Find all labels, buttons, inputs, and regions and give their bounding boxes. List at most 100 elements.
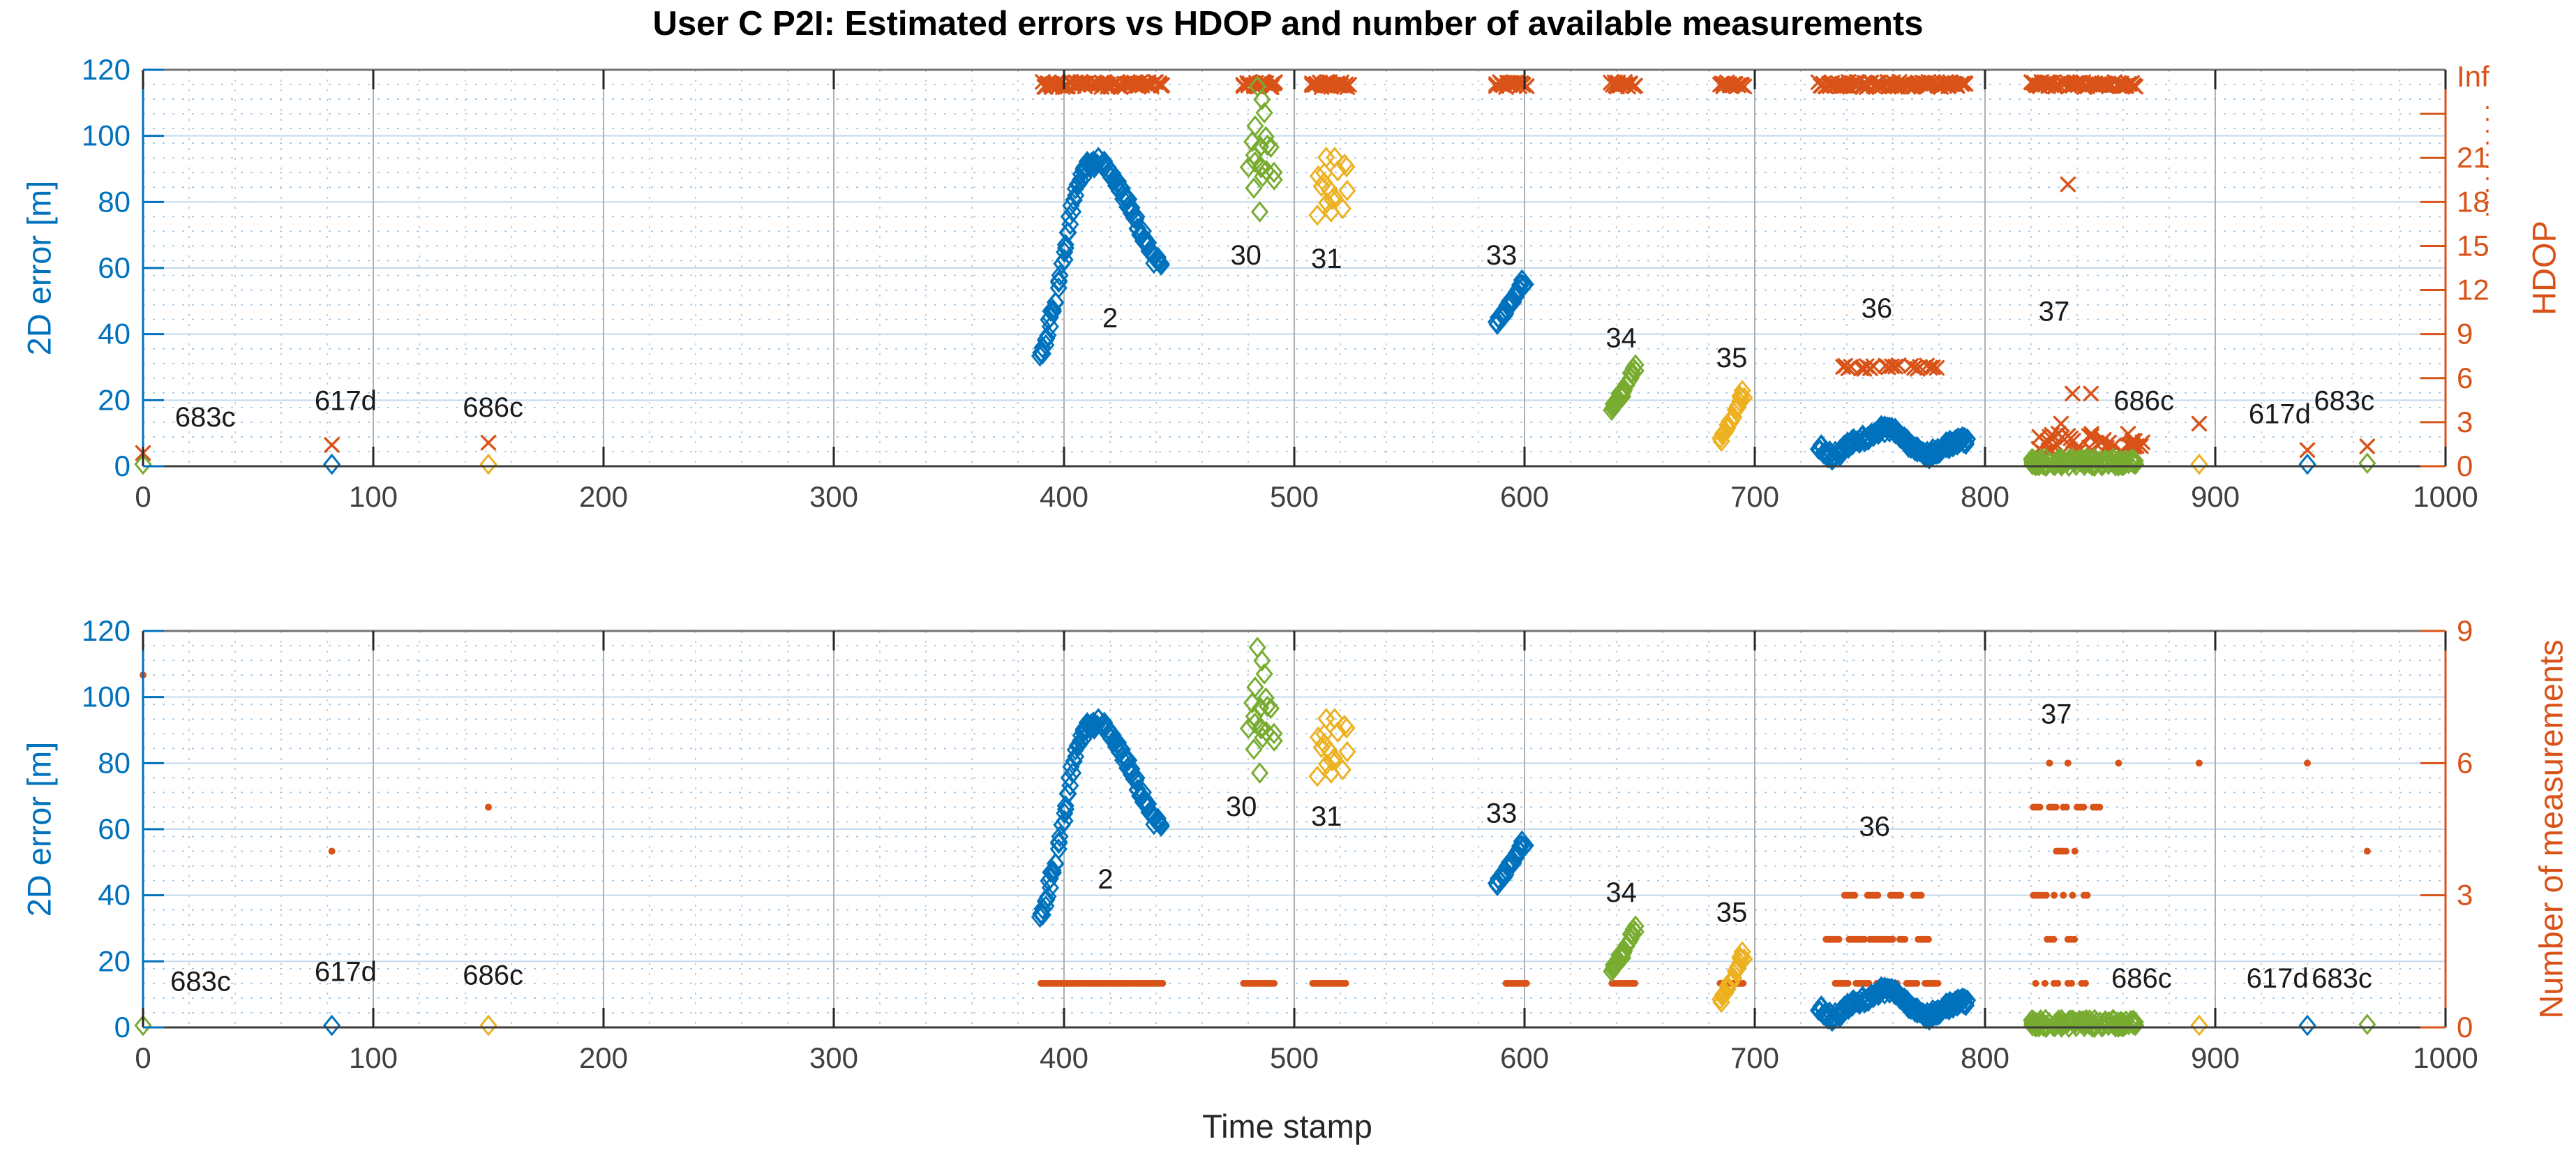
svg-text:0: 0: [114, 449, 130, 482]
svg-text:0: 0: [135, 1041, 151, 1074]
svg-text:33: 33: [1486, 240, 1518, 271]
svg-text:120: 120: [82, 53, 130, 86]
svg-text:36: 36: [1859, 811, 1890, 842]
series-nmeas-37-1: [2032, 979, 2089, 987]
svg-text:683c: 683c: [2314, 385, 2374, 416]
svg-text:400: 400: [1040, 480, 1088, 513]
svg-text:40: 40: [98, 879, 130, 912]
svg-text:35: 35: [1716, 343, 1748, 373]
svg-text:60: 60: [98, 251, 130, 284]
svg-text:300: 300: [809, 480, 858, 513]
svg-text:900: 900: [2191, 480, 2240, 513]
svg-text:120: 120: [82, 614, 130, 647]
svg-text:35: 35: [1716, 897, 1748, 928]
svg-text:700: 700: [1730, 1041, 1779, 1074]
svg-text:683c: 683c: [175, 402, 236, 433]
svg-text:Inf: Inf: [2457, 60, 2489, 93]
svg-text:20: 20: [98, 944, 130, 977]
svg-text:500: 500: [1270, 480, 1319, 513]
svg-text:9: 9: [2457, 614, 2473, 647]
svg-text:100: 100: [349, 1041, 398, 1074]
axes-top: 0 100 200 300 400 500 600 700 800 900 100002040608…: [82, 53, 2489, 513]
svg-text:15: 15: [2457, 229, 2489, 262]
svg-text:37: 37: [2039, 297, 2070, 327]
svg-text:200: 200: [579, 1041, 628, 1074]
grid-top: [143, 70, 2446, 466]
series-cluster-31-outliers-top: [1308, 198, 1351, 226]
series-hdop-singles: [135, 176, 2375, 461]
svg-text:683c: 683c: [2312, 963, 2372, 994]
series-cluster-34-bottom: [1603, 915, 1645, 983]
series-nmeas-37-3: [2030, 891, 2091, 899]
series-nmeas-37-2: [2044, 935, 2079, 943]
svg-text:6: 6: [2457, 362, 2473, 394]
series-nmeas-37-4: [2053, 847, 2079, 855]
svg-text:33: 33: [1486, 798, 1518, 828]
svg-text:2: 2: [1102, 303, 1118, 334]
svg-text:617d: 617d: [315, 385, 377, 416]
svg-text:700: 700: [1730, 480, 1779, 513]
svg-text:80: 80: [98, 746, 130, 779]
svg-text:31: 31: [1311, 244, 1342, 274]
axes-bottom: 0 100 200 300 400 500 600 700 800 900 100002040608…: [82, 614, 2478, 1074]
series-singles-yellow-top: [479, 453, 2208, 475]
svg-text:3: 3: [2457, 406, 2473, 438]
series-singles-blue-bottom: [323, 1014, 2316, 1036]
series-nmeas-singles: [140, 671, 2371, 855]
series-hdop-inf-row: [1035, 74, 2143, 96]
series-nmeas-36-2: [1822, 935, 1932, 943]
series-cluster-31-top: [1309, 147, 1356, 214]
svg-text:80: 80: [98, 185, 130, 218]
svg-text:30: 30: [1230, 240, 1261, 271]
svg-text:686c: 686c: [463, 960, 523, 990]
series-cluster-36-bottom: [1809, 976, 1977, 1032]
svg-text:800: 800: [1961, 480, 2009, 513]
svg-text:21: 21: [2457, 141, 2489, 174]
svg-text:0: 0: [2457, 1011, 2473, 1043]
series-cluster-31-outliers-bottom: [1308, 759, 1351, 787]
svg-text:617d: 617d: [315, 957, 377, 988]
svg-text:500: 500: [1270, 1041, 1319, 1074]
svg-text:6: 6: [2457, 746, 2473, 779]
series-singles-green-bottom: [134, 1013, 2376, 1036]
svg-text:3: 3: [2457, 879, 2473, 912]
svg-text:40: 40: [98, 318, 130, 350]
svg-text:686c: 686c: [2111, 963, 2172, 994]
svg-text:600: 600: [1500, 480, 1549, 513]
svg-text:37: 37: [2041, 699, 2072, 729]
svg-text:686c: 686c: [2113, 385, 2174, 416]
svg-text:683c: 683c: [170, 967, 231, 997]
svg-text:100: 100: [82, 681, 130, 713]
series-nmeas-37-6: [2046, 759, 2122, 767]
svg-text:400: 400: [1040, 1041, 1088, 1074]
svg-text:617d: 617d: [2247, 963, 2309, 994]
series-cluster-37-bottom: [2023, 1009, 2145, 1039]
series-singles-green-top: [134, 452, 2376, 475]
svg-text:1000: 1000: [2413, 1041, 2478, 1074]
series-cluster-30-bottom: [1239, 687, 1283, 760]
svg-text:34: 34: [1605, 877, 1637, 908]
svg-text:0: 0: [135, 480, 151, 513]
series-hdop-7-row: [1835, 357, 1945, 377]
series-cluster-2-top: [1031, 147, 1170, 367]
series-cluster-33-top: [1487, 269, 1534, 336]
svg-text:36: 36: [1862, 293, 1893, 324]
series-singles-blue-top: [323, 453, 2316, 475]
svg-text:18: 18: [2457, 185, 2489, 218]
series-singles-yellow-bottom: [479, 1014, 2208, 1036]
svg-text:2: 2: [1098, 864, 1113, 895]
svg-text:30: 30: [1226, 791, 1257, 822]
svg-text:60: 60: [98, 812, 130, 845]
series-cluster-37-top: [2023, 447, 2145, 477]
series-cluster-33-bottom: [1487, 830, 1534, 897]
series-cluster-30-outliers-top: [1246, 75, 1273, 223]
figure-title: User C P2I: Estimated errors vs HDOP and…: [652, 5, 1924, 43]
svg-text:100: 100: [82, 119, 130, 152]
series-nmeas-37-5: [2030, 803, 2104, 811]
series-cluster-35-top: [1712, 380, 1753, 452]
